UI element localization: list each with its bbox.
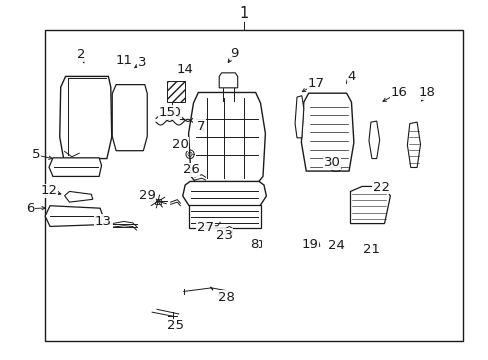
Text: 8: 8 [249, 238, 258, 251]
Polygon shape [188, 205, 260, 228]
Text: 24: 24 [328, 239, 345, 252]
Text: 21: 21 [363, 243, 380, 256]
Text: 26: 26 [182, 163, 199, 176]
Polygon shape [310, 240, 319, 248]
Text: 22: 22 [372, 181, 389, 194]
Text: 16: 16 [390, 86, 407, 99]
Text: 6: 6 [26, 202, 35, 215]
Polygon shape [183, 181, 266, 206]
Text: 30: 30 [323, 156, 340, 169]
Polygon shape [60, 76, 112, 158]
Polygon shape [64, 192, 93, 202]
Polygon shape [253, 240, 261, 248]
Polygon shape [225, 226, 232, 235]
Polygon shape [112, 85, 147, 151]
Text: 18: 18 [418, 86, 434, 99]
Text: 1: 1 [240, 6, 248, 21]
Text: 28: 28 [217, 291, 234, 304]
Polygon shape [350, 186, 389, 224]
Bar [166, 81, 185, 102]
Text: 9: 9 [230, 47, 239, 60]
Text: 12: 12 [41, 184, 58, 197]
Text: 10: 10 [164, 105, 181, 119]
Polygon shape [49, 158, 102, 176]
Text: 4: 4 [346, 70, 355, 83]
Text: 20: 20 [171, 138, 188, 151]
Text: 11: 11 [115, 54, 132, 67]
Polygon shape [155, 199, 161, 203]
Text: 29: 29 [139, 189, 155, 202]
Text: 17: 17 [307, 77, 325, 90]
Text: 19: 19 [301, 238, 318, 251]
Text: 27: 27 [197, 221, 214, 234]
Polygon shape [219, 73, 237, 88]
Bar [45, 30, 462, 341]
Text: 25: 25 [166, 319, 183, 332]
Text: 5: 5 [32, 148, 41, 162]
Polygon shape [407, 122, 420, 167]
Polygon shape [188, 93, 265, 184]
Polygon shape [301, 93, 353, 171]
Polygon shape [368, 121, 379, 158]
Text: 2: 2 [77, 49, 86, 62]
Text: 23: 23 [215, 229, 232, 242]
Polygon shape [45, 206, 102, 226]
Text: 15: 15 [158, 106, 175, 120]
Text: 3: 3 [138, 55, 146, 69]
Text: 14: 14 [176, 63, 193, 76]
Text: 7: 7 [196, 120, 204, 133]
Polygon shape [294, 96, 303, 138]
Text: 13: 13 [95, 215, 112, 228]
